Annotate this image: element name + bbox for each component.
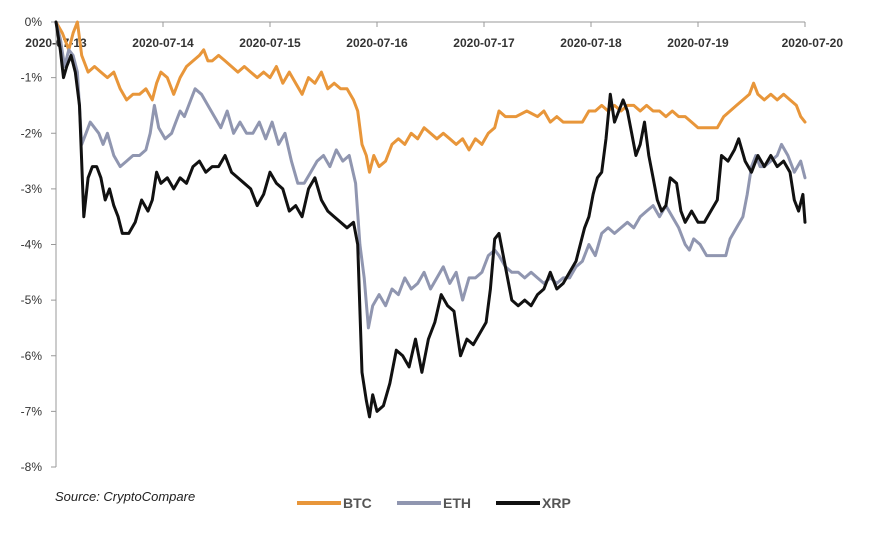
x-tick-label: 2020-07-20 [782,36,844,50]
series-line-xrp [54,20,807,419]
series-lines [54,20,807,419]
y-tick-label: -7% [21,404,43,418]
legend: BTC ETH XRP [297,495,571,511]
x-tick-label: 2020-07-18 [560,36,622,50]
x-tick-label: 2020-07-14 [132,36,194,50]
y-tick-label: -1% [21,71,43,85]
x-tick-label: 2020-07-17 [453,36,515,50]
series-line-eth [54,20,807,330]
legend-label-xrp: XRP [542,495,571,511]
y-tick-label: -8% [21,460,43,474]
y-tick-label: -4% [21,238,43,252]
y-tick-label: 0% [25,15,43,29]
y-tick-label: -3% [21,182,43,196]
y-tick-label: -6% [21,349,43,363]
x-tick-label: 2020-07-16 [346,36,408,50]
x-tick-label: 2020-07-13 [25,36,87,50]
legend-label-btc: BTC [343,495,372,511]
x-tick-label: 2020-07-15 [239,36,301,50]
legend-label-eth: ETH [443,495,471,511]
x-tick-label: 2020-07-19 [667,36,729,50]
source-note: Source: CryptoCompare [55,489,195,504]
y-tick-label: -2% [21,126,43,140]
y-tick-label: -5% [21,293,43,307]
y-axis: 0% -1% -2% -3% -4% -5% -6% -7% -8% [21,15,57,474]
x-axis: 2020-07-13 2020-07-14 2020-07-15 2020-07-16… [25,21,844,50]
series-line-btc [54,20,807,174]
